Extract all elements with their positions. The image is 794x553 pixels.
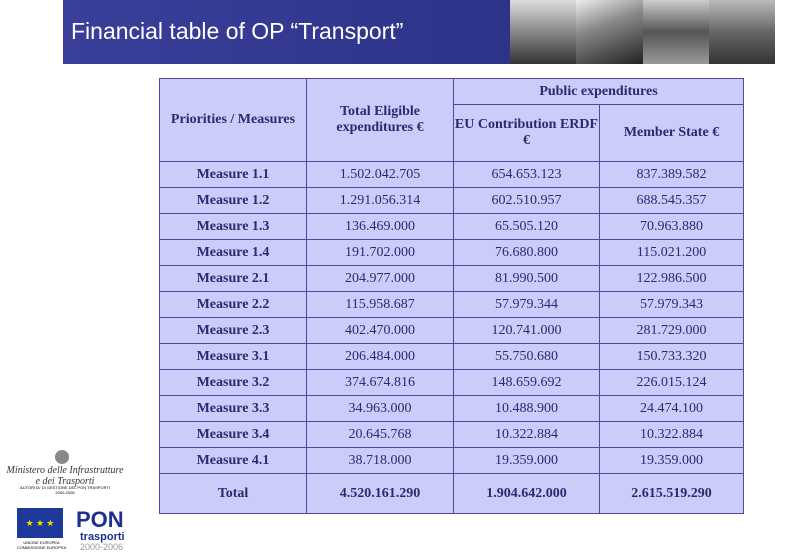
header-priorities: Priorities / Measures [159,78,307,162]
table-row: Measure 3.2 374.674.816 148.659.692 226.015… [159,369,744,396]
table-row: Measure 1.3 136.469.000 65.505.120 70.963.8… [159,213,744,240]
cell-eu: 10.322.884 [453,421,600,448]
photo-sea [642,0,709,64]
cell-eligible: 115.958.687 [306,291,454,318]
cell-eu: 81.990.500 [453,265,600,292]
cell-eligible: 136.469.000 [306,213,454,240]
photo-road [510,0,577,64]
cell-measure: Measure 2.1 [159,265,307,292]
cell-member: 281.729.000 [599,317,744,344]
total-row: Total 4.520.161.290 1.904.642.000 2.615.… [159,473,744,514]
header-public: Public expenditures [453,78,744,105]
cell-member: 24.474.100 [599,395,744,422]
table-row: Measure 1.2 1.291.056.314 602.510.957 688.5… [159,187,744,214]
cell-eligible: 374.674.816 [306,369,454,396]
authority-text: AUTORITA' DI GESTIONE DEL PON TRASPORTI … [20,485,110,495]
table-row: Measure 3.4 20.645.768 10.322.884 10.322.88… [159,421,744,448]
table-row: Measure 4.1 38.718.000 19.359.000 19.359.00… [159,447,744,474]
table-row: Measure 3.3 34.963.000 10.488.900 24.474.10… [159,395,744,422]
cell-eu: 10.488.900 [453,395,600,422]
total-member: 2.615.519.290 [599,473,744,514]
cell-member: 837.389.582 [599,161,744,188]
cell-eu: 76.680.800 [453,239,600,266]
cell-member: 19.359.000 [599,447,744,474]
cell-eligible: 204.977.000 [306,265,454,292]
cell-measure: Measure 1.1 [159,161,307,188]
cell-measure: Measure 3.4 [159,421,307,448]
cell-measure: Measure 3.1 [159,343,307,370]
cell-member: 10.322.884 [599,421,744,448]
total-eligible: 4.520.161.290 [306,473,454,514]
cell-eligible: 402.470.000 [306,317,454,344]
table-row: Measure 1.1 1.502.042.705 654.653.123 837.3… [159,161,744,188]
total-label: Total [159,473,307,514]
photo-highway [708,0,775,64]
cell-eligible: 38.718.000 [306,447,454,474]
cell-eu: 654.653.123 [453,161,600,188]
cell-measure: Measure 2.2 [159,291,307,318]
cell-eu: 148.659.692 [453,369,600,396]
cell-member: 70.963.880 [599,213,744,240]
cell-eligible: 206.484.000 [306,343,454,370]
cell-member: 122.986.500 [599,265,744,292]
cell-eligible: 1.502.042.705 [306,161,454,188]
cell-measure: Measure 3.2 [159,369,307,396]
cell-eu: 55.750.680 [453,343,600,370]
photo-train [576,0,643,64]
eu-flag-icon: ★ ★ ★ [17,508,63,538]
cell-eligible: 20.645.768 [306,421,454,448]
cell-member: 57.979.343 [599,291,744,318]
header-member: Member State € [599,104,744,162]
page-title: Financial table of OP “Transport” [71,18,404,44]
pon-years: 2000-2006 [80,542,124,552]
cell-eligible: 191.702.000 [306,239,454,266]
table-row: Measure 2.1 204.977.000 81.990.500 122.986.… [159,265,744,292]
emblem-icon [55,450,69,464]
cell-eu: 602.510.957 [453,187,600,214]
footer-logos: Ministero delle Infrastrutture e dei Tra… [0,445,160,553]
cell-measure: Measure 1.3 [159,213,307,240]
cell-member: 150.733.320 [599,343,744,370]
total-eu: 1.904.642.000 [453,473,600,514]
cell-eu: 65.505.120 [453,213,600,240]
cell-member: 115.021.200 [599,239,744,266]
cell-member: 688.545.357 [599,187,744,214]
table-row: Measure 3.1 206.484.000 55.750.680 150.733.… [159,343,744,370]
header-eu: EU Contribution ERDF € [453,104,600,162]
table-row: Measure 1.4 191.702.000 76.680.800 115.021.… [159,239,744,266]
cell-eligible: 34.963.000 [306,395,454,422]
pon-sub: trasporti [80,531,125,543]
header-total: Total Eligible expenditures € [306,78,454,162]
title-banner: Financial table of OP “Transport” [63,0,510,64]
cell-measure: Measure 1.4 [159,239,307,266]
cell-eligible: 1.291.056.314 [306,187,454,214]
pon-logo: PON [76,507,124,532]
eu-text: UNIONE EUROPEA COMMISSIONE EUROPEA [16,540,67,550]
table-row: Measure 2.3 402.470.000 120.741.000 281.729… [159,317,744,344]
ministry-logo: Ministero delle Infrastrutture e dei Tra… [6,465,124,487]
financial-table: Priorities / Measures Total Eligible exp… [159,78,744,514]
cell-measure: Measure 4.1 [159,447,307,474]
cell-eu: 19.359.000 [453,447,600,474]
cell-eu: 57.979.344 [453,291,600,318]
header-photos [510,0,775,64]
cell-measure: Measure 3.3 [159,395,307,422]
table-row: Measure 2.2 115.958.687 57.979.344 57.979.3… [159,291,744,318]
cell-measure: Measure 2.3 [159,317,307,344]
cell-member: 226.015.124 [599,369,744,396]
cell-eu: 120.741.000 [453,317,600,344]
cell-measure: Measure 1.2 [159,187,307,214]
